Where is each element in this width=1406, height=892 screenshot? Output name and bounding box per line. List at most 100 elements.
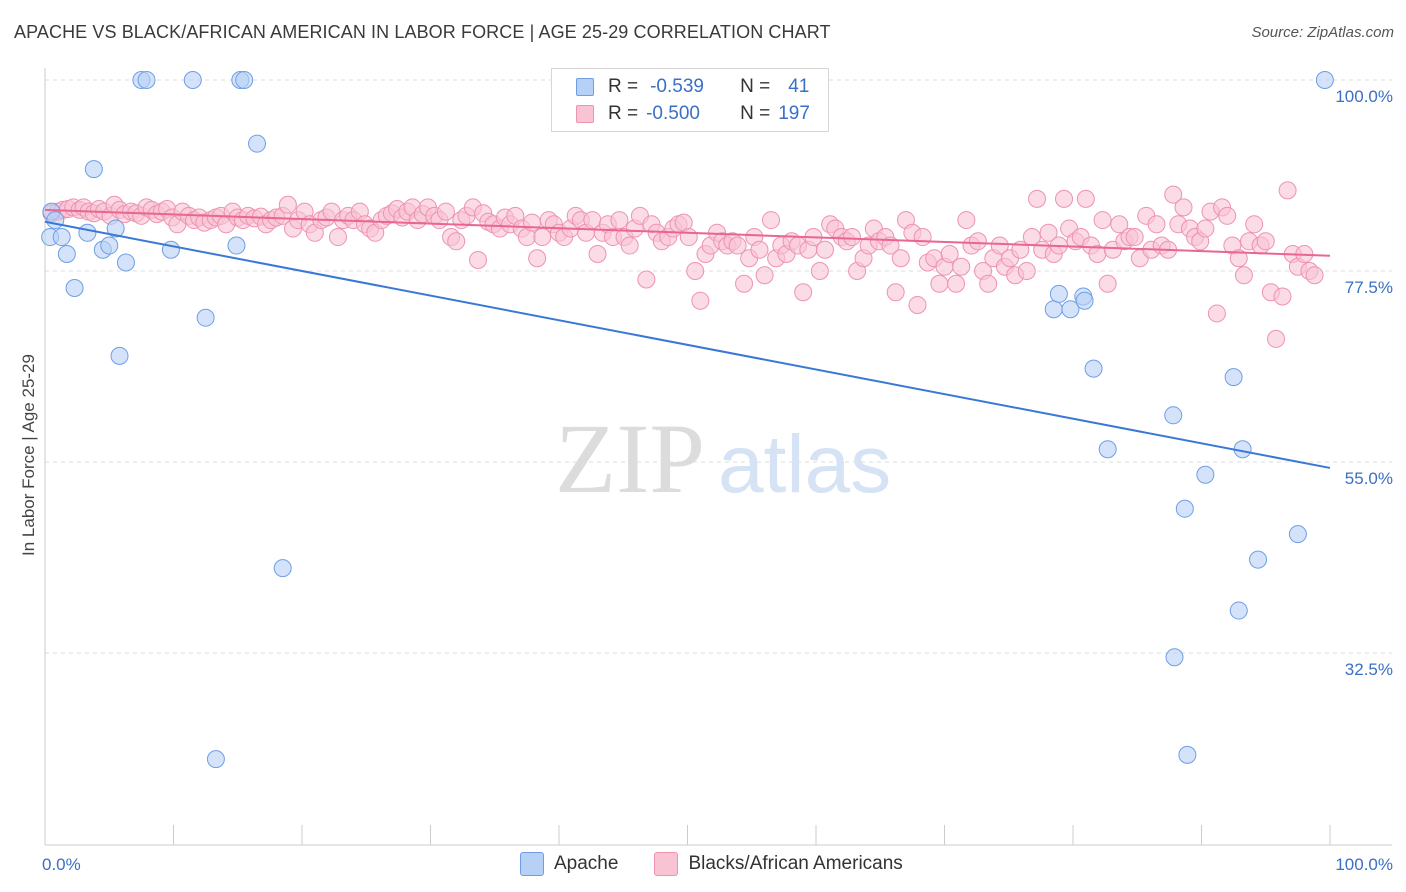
black-point-44 xyxy=(278,195,297,214)
black-point-79 xyxy=(469,250,488,269)
apache-point-14 xyxy=(183,71,202,89)
axes xyxy=(44,68,1392,846)
apache-point-16 xyxy=(235,71,254,89)
black-point-133 xyxy=(762,211,781,230)
legend-row-apache: R = -0.539 N = 41 xyxy=(576,74,809,100)
y-tick-label-1: 77.5% xyxy=(1345,278,1393,297)
watermark: ZIP atlas xyxy=(555,403,891,514)
black-point-167 xyxy=(947,274,966,293)
black-point-120 xyxy=(691,291,710,310)
grid-lines xyxy=(45,79,1392,654)
black-point-175 xyxy=(990,236,1009,255)
apache-r-value: -0.539 xyxy=(650,76,704,97)
black-point-173 xyxy=(979,274,998,293)
black-point-180 xyxy=(1017,262,1036,280)
black-point-139 xyxy=(794,283,813,302)
apache-point-1 xyxy=(46,211,65,230)
apache-point-28 xyxy=(1075,291,1094,310)
black-n-label: N = xyxy=(740,103,771,124)
apache-point-11 xyxy=(116,253,135,272)
black-point-191 xyxy=(1076,189,1095,208)
apache-point-40 xyxy=(1288,525,1307,544)
y-axis-label: In Labor Force | Age 25-29 xyxy=(19,354,38,556)
black-point-143 xyxy=(815,240,834,259)
legend-black-swatch xyxy=(654,852,679,876)
legend-apache-label: Apache xyxy=(554,853,619,874)
apache-point-5 xyxy=(57,245,76,264)
legend-apache-swatch xyxy=(520,852,544,876)
apache-point-36 xyxy=(1249,550,1268,569)
black-point-131 xyxy=(750,240,769,259)
watermark-zip: ZIP xyxy=(555,403,705,514)
legend-black-label: Blacks/African Americans xyxy=(688,853,903,874)
black-point-200 xyxy=(1125,228,1144,247)
black-point-107 xyxy=(620,236,639,255)
black-point-105 xyxy=(610,211,629,230)
black-r-label: R = xyxy=(608,103,639,124)
apache-point-23 xyxy=(206,750,225,769)
black-point-168 xyxy=(952,257,971,276)
black-point-182 xyxy=(1028,189,1047,208)
legend-row-black: R = -0.500 N = 197 xyxy=(576,101,810,127)
y-tick-label-2: 55.0% xyxy=(1345,469,1393,488)
black-point-207 xyxy=(1164,185,1183,204)
tick-labels: 100.0% 77.5% 55.0% 32.5% 0.0% 100.0% xyxy=(42,87,1393,874)
apache-point-13 xyxy=(137,71,156,89)
black-point-155 xyxy=(881,236,900,255)
black-point-75 xyxy=(447,232,466,251)
apache-point-32 xyxy=(1224,368,1243,387)
black-n-value: 197 xyxy=(778,103,810,124)
apache-point-31 xyxy=(1164,406,1183,425)
apache-point-17 xyxy=(248,134,267,153)
apache-point-7 xyxy=(84,160,103,179)
black-point-169 xyxy=(957,211,976,230)
apache-point-21 xyxy=(110,346,129,365)
apache-point-25 xyxy=(1049,284,1068,303)
apache-point-30 xyxy=(1098,440,1117,459)
black-point-226 xyxy=(1267,329,1286,348)
apache-point-34 xyxy=(1196,465,1215,484)
apache-point-39 xyxy=(1178,745,1197,764)
series-black-points xyxy=(42,181,1324,348)
black-point-228 xyxy=(1278,181,1297,200)
black-point-197 xyxy=(1110,215,1129,234)
apache-point-41 xyxy=(1315,71,1334,89)
black-point-219 xyxy=(1229,249,1248,268)
series-apache-points xyxy=(41,71,1334,769)
apache-point-20 xyxy=(196,308,215,327)
black-point-187 xyxy=(1055,189,1074,208)
apache-trend-line xyxy=(44,220,1331,469)
black-point-227 xyxy=(1273,287,1292,306)
black-r-value: -0.500 xyxy=(646,103,700,124)
black-point-209 xyxy=(1174,198,1193,217)
black-point-215 xyxy=(1207,304,1226,323)
chart-title: APACHE VS BLACK/AFRICAN AMERICAN IN LABO… xyxy=(14,22,831,42)
black-point-171 xyxy=(968,232,987,251)
black-point-184 xyxy=(1039,223,1058,242)
black-point-217 xyxy=(1218,206,1237,225)
black-point-148 xyxy=(842,228,861,247)
apache-swatch xyxy=(576,78,594,96)
apache-point-22 xyxy=(273,559,292,578)
black-point-220 xyxy=(1234,266,1253,285)
black-point-233 xyxy=(1305,266,1324,285)
apache-point-29 xyxy=(1084,359,1103,378)
apache-point-26 xyxy=(1061,300,1080,319)
apache-point-3 xyxy=(52,228,71,247)
y-tick-label-3: 32.5% xyxy=(1345,660,1393,679)
apache-point-38 xyxy=(1165,648,1184,667)
black-point-89 xyxy=(523,213,542,232)
y-tick-label-0: 100.0% xyxy=(1335,87,1393,106)
black-point-156 xyxy=(886,283,905,302)
black-point-142 xyxy=(810,262,829,280)
black-point-73 xyxy=(436,202,455,221)
apache-point-6 xyxy=(65,278,84,297)
apache-point-35 xyxy=(1175,499,1194,518)
black-point-222 xyxy=(1245,215,1264,234)
black-trend-line xyxy=(44,208,1331,257)
source-credit: Source: ZipAtlas.com xyxy=(1251,24,1394,41)
apache-point-24 xyxy=(1044,300,1063,319)
apache-point-4 xyxy=(78,223,97,242)
apache-point-10 xyxy=(106,219,125,238)
